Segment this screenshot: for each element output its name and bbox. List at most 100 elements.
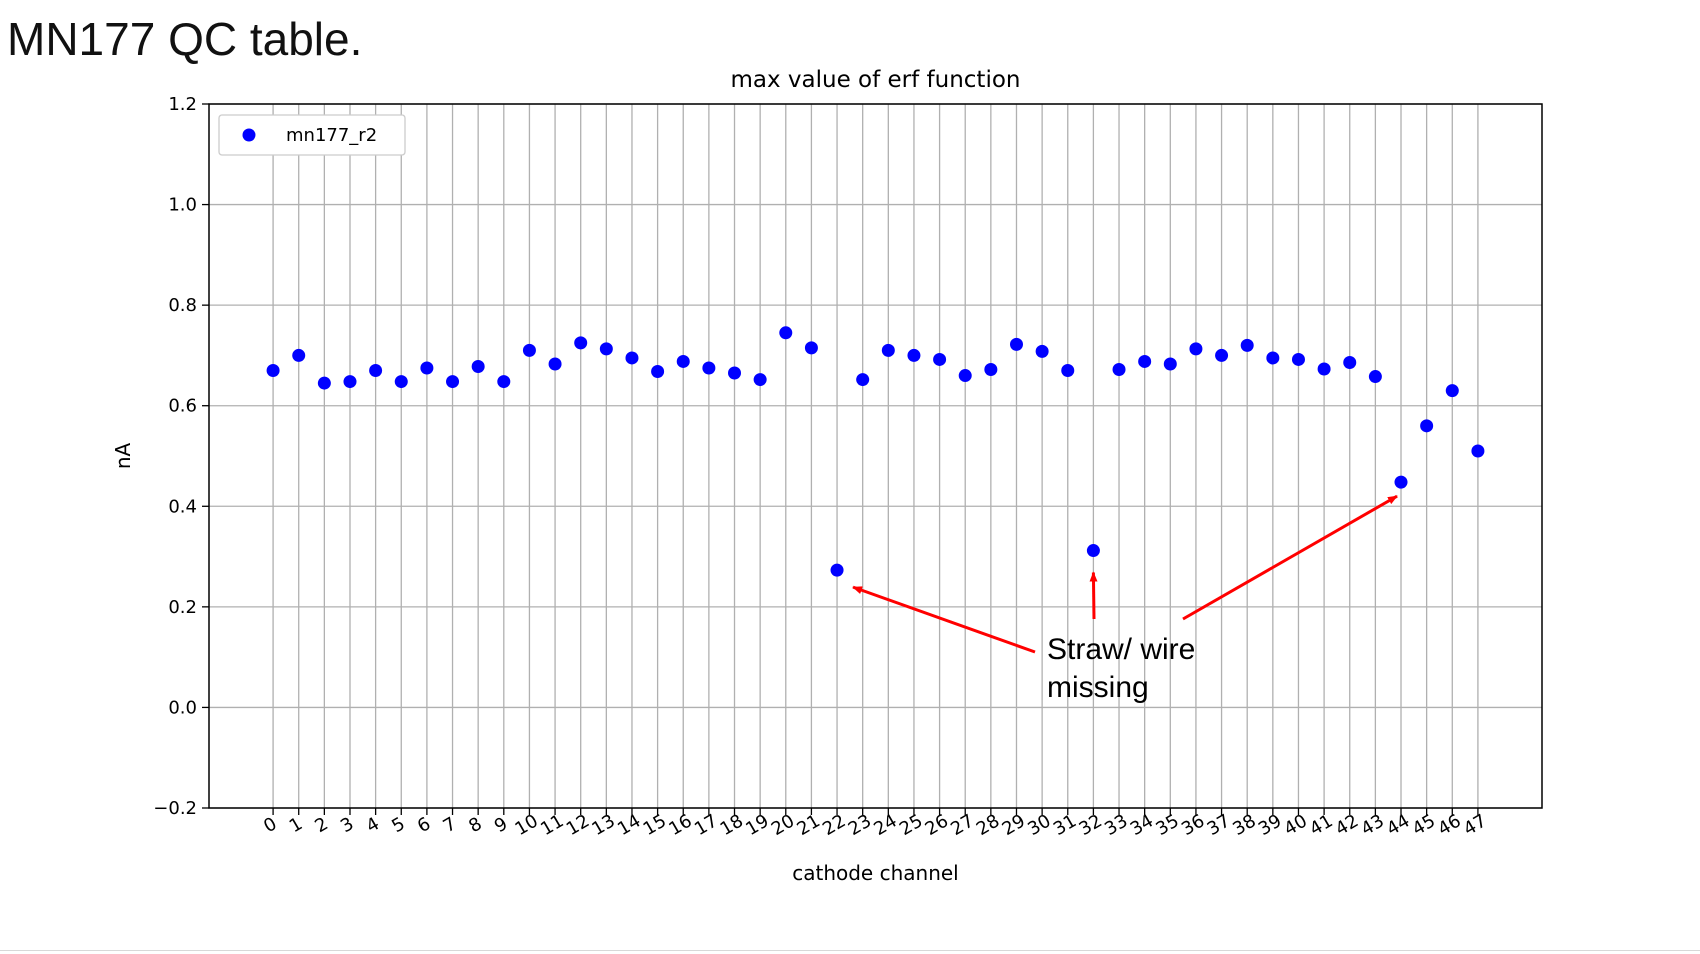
data-point — [343, 375, 357, 389]
x-tick-label: 29 — [999, 810, 1029, 840]
data-point — [1189, 342, 1203, 356]
x-tick-label: 7 — [440, 813, 460, 837]
x-tick-label: 19 — [742, 810, 772, 840]
x-tick-label: 35 — [1152, 810, 1182, 840]
x-axis: 0 1 2 3 4 5 6 7 8 9 101112131415161718192021222324… — [260, 808, 1490, 840]
x-tick-label: 33 — [1101, 810, 1131, 840]
x-tick-label: 34 — [1127, 810, 1157, 840]
data-point — [779, 326, 793, 340]
x-tick-label: 23 — [845, 810, 875, 840]
data-point — [1138, 354, 1152, 368]
y-tick-label: 0.6 — [168, 396, 197, 417]
data-point — [907, 348, 921, 362]
data-point — [753, 373, 767, 387]
annotation-arrow — [1182, 494, 1398, 621]
annotation-line-1: Straw/ wire — [1047, 633, 1195, 666]
x-tick-label: 15 — [640, 810, 670, 840]
legend-marker — [242, 128, 256, 142]
data-point — [522, 343, 536, 357]
x-tick-label: 1 — [286, 813, 306, 837]
x-tick-label: 38 — [1229, 810, 1259, 840]
x-tick-label: 32 — [1075, 810, 1105, 840]
x-tick-label: 40 — [1281, 810, 1311, 840]
x-tick-label: 45 — [1409, 810, 1439, 840]
annotation-arrow — [852, 585, 1036, 654]
data-point — [599, 342, 613, 356]
x-axis-label: cathode channel — [792, 861, 959, 885]
x-tick-label: 10 — [512, 810, 542, 840]
data-point — [804, 341, 818, 355]
data-point — [1368, 370, 1382, 384]
data-point — [266, 364, 280, 378]
data-point — [1420, 419, 1434, 433]
x-tick-label: 44 — [1383, 810, 1413, 840]
data-point — [420, 361, 434, 375]
data-point — [394, 375, 408, 389]
data-point — [1291, 352, 1305, 366]
x-tick-label: 21 — [793, 810, 823, 840]
data-point — [1061, 364, 1075, 378]
y-tick-label: 0.2 — [168, 597, 197, 618]
data-point — [1394, 475, 1408, 489]
x-tick-label: 12 — [563, 810, 593, 840]
data-point — [292, 348, 306, 362]
x-tick-label: 0 — [260, 813, 280, 837]
data-point — [1009, 337, 1023, 351]
data-point — [446, 375, 460, 389]
x-tick-label: 26 — [922, 810, 952, 840]
x-tick-label: 3 — [337, 813, 357, 837]
x-tick-label: 39 — [1255, 810, 1285, 840]
x-tick-label: 43 — [1357, 810, 1387, 840]
legend-box — [218, 114, 406, 156]
data-point — [676, 354, 690, 368]
data-point — [984, 363, 998, 377]
data-point — [1035, 344, 1049, 358]
legend: mn177_r2 — [218, 114, 406, 156]
data-point — [958, 369, 972, 383]
data-point — [1215, 348, 1229, 362]
data-point — [574, 336, 588, 350]
y-axis: −0.2 0.0 0.2 0.4 0.6 0.8 1.0 1.2 — [153, 94, 209, 819]
y-axis-label: nA — [111, 443, 135, 470]
y-tick-label: 1.0 — [168, 195, 197, 216]
x-tick-label: 37 — [1204, 810, 1234, 840]
data-point — [369, 364, 383, 378]
x-tick-label: 22 — [819, 810, 849, 840]
data-point — [933, 352, 947, 366]
data-point — [497, 375, 511, 389]
y-tick-label: 1.2 — [168, 94, 197, 115]
annotation-line-2: missing — [1047, 671, 1149, 704]
x-tick-label: 18 — [717, 810, 747, 840]
data-point — [651, 365, 665, 379]
data-point — [702, 361, 716, 375]
data-point — [728, 366, 742, 380]
x-tick-label: 14 — [614, 810, 644, 840]
x-tick-label: 16 — [665, 810, 695, 840]
data-point — [471, 359, 485, 373]
x-tick-label: 8 — [465, 813, 485, 837]
x-tick-label: 27 — [947, 810, 977, 840]
y-tick-label: 0.8 — [168, 295, 197, 316]
data-point — [856, 373, 870, 387]
annotation-arrow — [1089, 571, 1098, 620]
data-point — [625, 351, 639, 365]
x-tick-label: 2 — [311, 813, 331, 837]
legend-label: mn177_r2 — [286, 125, 377, 146]
y-tick-label: 0.0 — [168, 697, 197, 718]
x-tick-label: 46 — [1434, 810, 1464, 840]
data-point — [1240, 338, 1254, 352]
data-point — [1086, 544, 1100, 558]
x-tick-label: 28 — [973, 810, 1003, 840]
annotation-arrows — [852, 494, 1398, 654]
data-point — [1471, 444, 1485, 458]
x-tick-label: 47 — [1460, 810, 1490, 840]
x-tick-label: 11 — [537, 810, 567, 840]
data-point — [1266, 351, 1280, 365]
data-point — [1317, 362, 1331, 376]
x-tick-label: 5 — [388, 813, 408, 837]
x-tick-label: 25 — [896, 810, 926, 840]
chart-title: max value of erf function — [730, 67, 1020, 93]
x-tick-label: 30 — [1024, 810, 1054, 840]
annotation: Straw/ wire missing — [852, 494, 1398, 704]
data-point — [1343, 355, 1357, 369]
